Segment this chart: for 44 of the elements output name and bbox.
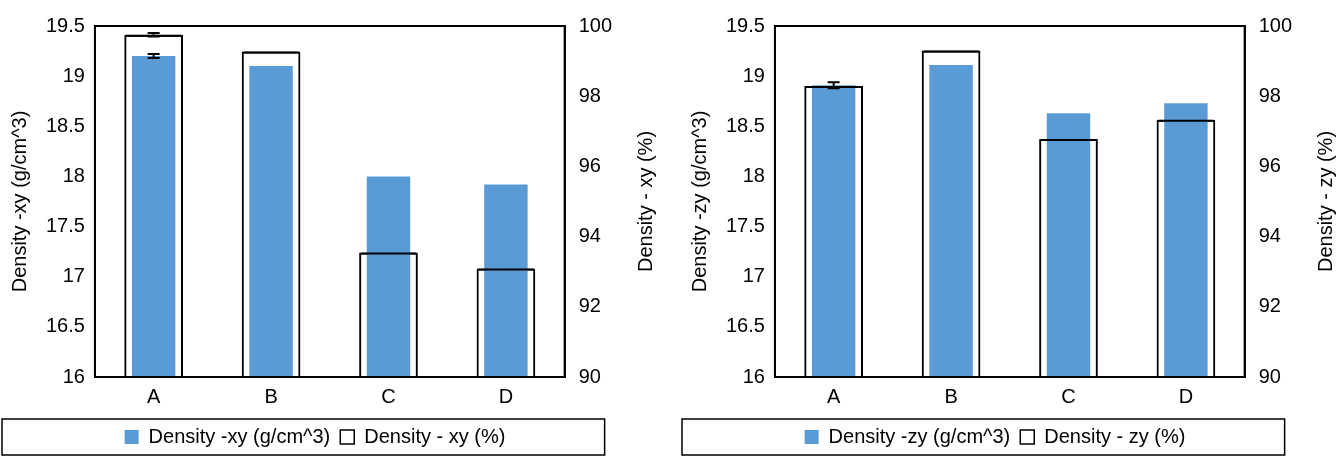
y-tick-label: 18.5 <box>725 113 765 136</box>
y-tick-label: 18 <box>62 163 85 186</box>
x-tick-label: D <box>498 384 514 407</box>
y-tick-label: 16 <box>62 364 85 387</box>
legend-label: Density -zy (g/cm^3) <box>828 424 1011 447</box>
legend-label: Density - xy (%) <box>364 424 506 447</box>
y-tick-label: 17.5 <box>725 214 765 237</box>
y2-tick-label: 100 <box>1258 13 1293 36</box>
y2-tick-label: 100 <box>578 13 613 36</box>
y-tick-label: 19 <box>742 63 765 86</box>
x-tick-label: B <box>944 384 958 407</box>
y2-tick-label: 98 <box>1258 83 1281 106</box>
y-tick-label: 16 <box>742 364 765 387</box>
x-tick-label: C <box>381 384 396 407</box>
y2-tick-label: 94 <box>578 224 601 247</box>
y2-tick-label: 96 <box>578 153 601 176</box>
y-tick-label: 19.5 <box>45 13 85 36</box>
y2-tick-label: 92 <box>578 294 601 317</box>
y-tick-label: 16.5 <box>725 314 765 337</box>
x-tick-label: A <box>826 384 841 407</box>
x-tick-label: D <box>1178 384 1194 407</box>
y-axis-title: Density -zy (g/cm^3) <box>687 110 710 293</box>
y-axis-title: Density -xy (g/cm^3) <box>7 110 30 293</box>
y2-tick-label: 90 <box>1258 364 1281 387</box>
y-tick-label: 17 <box>62 264 85 287</box>
y2-tick-label: 96 <box>1258 153 1281 176</box>
x-tick-label: A <box>146 384 161 407</box>
y2-tick-label: 98 <box>578 83 601 106</box>
y-tick-label: 17.5 <box>45 214 85 237</box>
y2-tick-label: 90 <box>578 364 601 387</box>
y-tick-label: 19 <box>62 63 85 86</box>
y2-tick-label: 94 <box>1258 224 1281 247</box>
y2-axis-title: Density - zy (%) <box>1313 130 1336 273</box>
y-tick-label: 18 <box>742 163 765 186</box>
x-tick-label: B <box>264 384 278 407</box>
y-tick-label: 16.5 <box>45 314 85 337</box>
y-tick-label: 18.5 <box>45 113 85 136</box>
y2-axis-title: Density - xy (%) <box>633 130 656 273</box>
legend-label: Density - zy (%) <box>1044 424 1186 447</box>
y-tick-label: 19.5 <box>725 13 765 36</box>
x-tick-label: C <box>1061 384 1076 407</box>
legend-label: Density -xy (g/cm^3) <box>148 424 331 447</box>
y-tick-label: 17 <box>742 264 765 287</box>
y2-tick-label: 92 <box>1258 294 1281 317</box>
